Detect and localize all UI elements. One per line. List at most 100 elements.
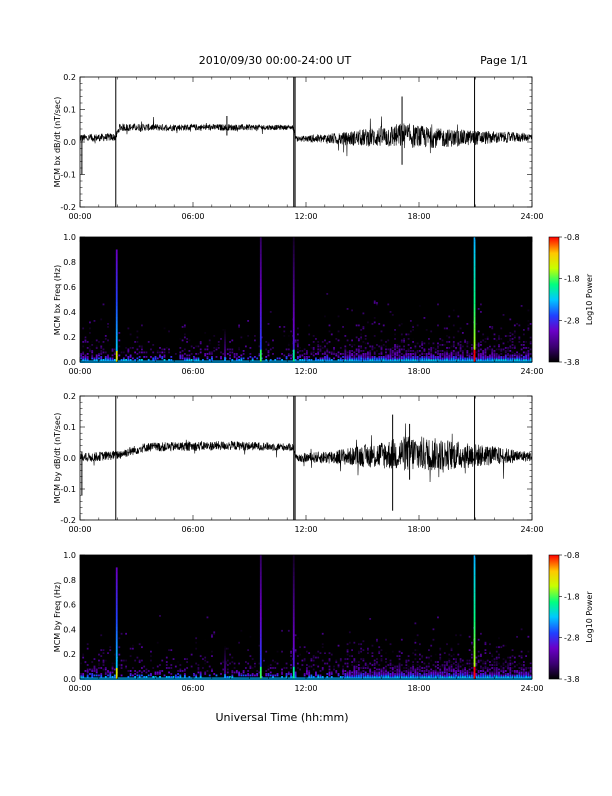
spectrogram-cell (452, 342, 455, 345)
spectrogram-cell (373, 347, 376, 349)
spectrogram-cell (141, 667, 143, 669)
spectrogram-cell (502, 664, 505, 666)
spectrogram-cell (315, 656, 317, 659)
spectrogram-cell (527, 320, 530, 322)
spectrogram-cell (98, 659, 100, 662)
spectrogram-cell (400, 323, 403, 325)
spectrogram-cell (267, 351, 270, 354)
spectrogram-cell (443, 676, 446, 678)
spectrogram-cell (391, 347, 394, 349)
spectrogram-cell (493, 353, 496, 355)
spectrogram-vertical-event (115, 249, 118, 363)
event-segment (224, 322, 226, 324)
spectrogram-cell (484, 671, 487, 674)
event-segment (292, 320, 295, 325)
spectrogram-cell (355, 357, 358, 360)
spectrogram-cell (353, 667, 356, 669)
spectrogram-cell (335, 354, 338, 357)
spectrogram-cell (362, 665, 365, 668)
spectrogram-cell (520, 655, 523, 657)
spectrogram-cell (504, 351, 507, 354)
spectrogram-cell (470, 664, 473, 666)
spectrogram-cell (357, 351, 360, 354)
spectrogram-cell (317, 656, 320, 659)
spectrogram-cell (480, 667, 482, 669)
spectrogram-cell (430, 659, 433, 662)
spectrogram-cell (441, 674, 444, 677)
spectrogram-cell (419, 676, 421, 678)
spectrogram-cell (529, 353, 532, 355)
spectrogram-vertical-event (224, 629, 226, 680)
spectrogram-cell (326, 342, 329, 345)
spectrogram-cell (238, 348, 240, 351)
spectrogram-cell (364, 347, 367, 349)
spectrogram-cell (98, 664, 100, 666)
spectrogram-cell (127, 359, 130, 361)
spectrogram-cell (450, 655, 453, 657)
spectrogram-cell (315, 674, 317, 677)
spectrogram-cell (95, 347, 98, 349)
spectrogram-cell (104, 673, 107, 675)
spectrogram-cell (434, 668, 437, 671)
spectrogram-cell (527, 650, 530, 653)
spectrogram-cell (432, 674, 435, 677)
spectrogram-cell (199, 342, 202, 345)
spectrogram-cell (267, 323, 270, 325)
spectrogram-cell (409, 347, 412, 349)
spectrogram-cell (360, 338, 363, 340)
spectrogram-cell (502, 658, 505, 660)
event-segment (115, 586, 118, 590)
spectrogram-cell (258, 354, 261, 357)
spectrogram-cell (120, 359, 123, 361)
spectrogram-cell (423, 662, 426, 665)
spectrogram-cell (380, 357, 383, 360)
spectrogram-cell (446, 356, 448, 358)
spectrogram-cell (407, 338, 410, 340)
spectrogram-cell (326, 357, 329, 360)
spectrogram-cell (296, 662, 299, 665)
spectrogram-cell (459, 356, 462, 358)
spectrogram-cell (193, 673, 195, 675)
spectrogram-cell (129, 359, 132, 361)
spectrogram-cell (159, 356, 161, 358)
spectrogram-cell (195, 662, 198, 665)
event-segment (224, 335, 226, 338)
spectrogram-cell (367, 647, 369, 650)
spectrogram-cell (459, 665, 462, 668)
spectrogram-cell (357, 348, 360, 351)
spectrogram-cell (150, 348, 152, 351)
spectrogram-cell (113, 668, 116, 671)
spectrogram-cell (238, 356, 240, 358)
spectrogram-cell (256, 357, 259, 360)
spectrogram-cell (489, 673, 491, 675)
spectrogram-cell (509, 656, 512, 659)
spectrogram-cell (491, 353, 494, 355)
spectrogram-cell (511, 359, 514, 361)
spectrogram-cell (308, 670, 311, 672)
spectrogram-cell (412, 670, 415, 672)
spectrogram-cell (452, 676, 455, 678)
spectrogram-cell (249, 347, 252, 349)
spectrogram-cell (306, 664, 308, 666)
spectrogram-cell (493, 667, 496, 669)
spectrogram-cell (364, 674, 367, 677)
spectrogram-cell (389, 670, 392, 672)
spectrogram-cell (324, 357, 326, 360)
spectrogram-cell (461, 676, 464, 678)
spectrogram-cell (398, 655, 401, 657)
spectrogram-cell (394, 348, 396, 351)
spectrogram-cell (400, 676, 403, 678)
spectrogram-cell (425, 359, 428, 361)
spectrogram-cell (159, 670, 161, 672)
spectrogram-cell (434, 674, 437, 677)
spectrogram-cell (129, 647, 132, 650)
spectrogram-cell (317, 676, 320, 678)
event-segment (259, 349, 262, 354)
spectrogram-cell (486, 356, 489, 358)
spectrogram-cell (285, 356, 288, 358)
spectrogram-cell (518, 354, 521, 357)
spectrogram-cell (502, 676, 505, 678)
spectrogram-cell (394, 667, 396, 669)
spectrogram-cell (452, 345, 455, 348)
event-segment (115, 604, 118, 609)
